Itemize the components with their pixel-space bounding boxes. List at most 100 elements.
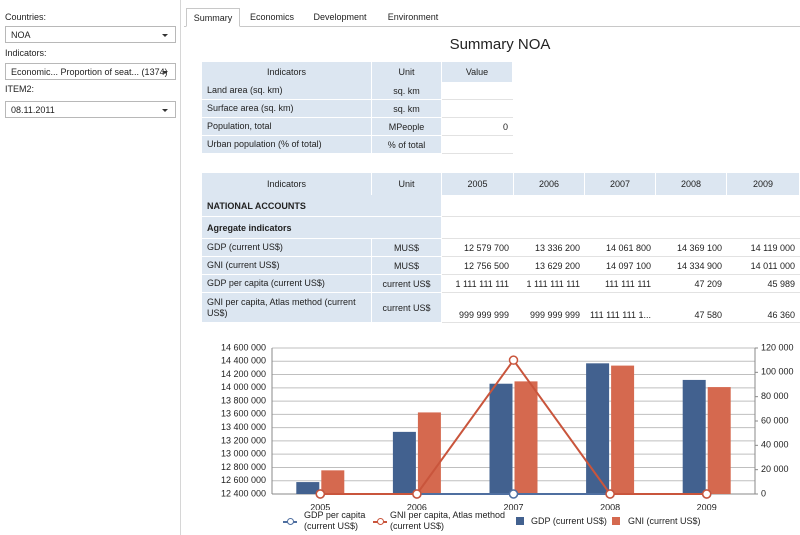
row-label: Urban population (% of total) (202, 136, 372, 154)
cell-value (442, 136, 513, 154)
bar (296, 482, 320, 494)
line-marker (605, 489, 615, 499)
legend-marker (377, 518, 384, 525)
cell-value: 47 580 (656, 293, 727, 323)
row-unit: sq. km (372, 82, 442, 100)
y2-tick-label: 40 000 (761, 440, 789, 450)
cell-value (442, 82, 513, 100)
x-tick-label: 2007 (503, 502, 523, 510)
cell-value (442, 100, 513, 118)
y-tick-label: 14 600 000 (221, 342, 266, 352)
row-unit: sq. km (372, 100, 442, 118)
legend-swatch (612, 517, 620, 525)
row-label: GDP per capita (current US$) (202, 275, 372, 293)
line-marker (508, 489, 519, 499)
bar (682, 379, 706, 494)
row-unit: MUS$ (372, 257, 442, 275)
y-tick-label: 13 400 000 (221, 422, 266, 432)
line-marker (412, 489, 422, 499)
cell-value: 111 111 111 1... (585, 293, 656, 323)
bar (321, 470, 345, 494)
y-tick-label: 12 400 000 (221, 488, 266, 498)
legend-label: GDP (current US$) (531, 516, 607, 526)
line-marker (315, 489, 326, 499)
row-label: GNI per capita, Atlas method (current US… (202, 293, 372, 323)
cell-value: 14 119 000 (727, 239, 800, 257)
filter-dropdown[interactable]: 08.11.2011 (5, 101, 176, 118)
column-header: Unit (372, 173, 442, 195)
column-header: Indicators (202, 62, 372, 82)
bar (514, 381, 538, 494)
y2-tick-label: 60 000 (761, 415, 789, 425)
filter-dropdown[interactable]: Economic... Proportion of seat... (1374) (5, 63, 176, 80)
cell-value: 14 369 100 (656, 239, 727, 257)
y2-tick-label: 120 000 (761, 342, 794, 352)
row-unit: MUS$ (372, 239, 442, 257)
tab-baseline (184, 26, 800, 27)
filter-label: ITEM2: (5, 84, 35, 94)
section-row-empty (442, 217, 800, 239)
legend-swatch (516, 517, 524, 525)
y2-tick-label: 100 000 (761, 367, 794, 377)
column-header: 2005 (442, 173, 514, 195)
x-tick-label: 2006 (407, 502, 427, 510)
row-label: Surface area (sq. km) (202, 100, 372, 118)
x-tick-label: 2005 (310, 502, 330, 510)
filter-label: Indicators: (5, 48, 47, 58)
row-unit: current US$ (372, 275, 442, 293)
x-tick-label: 2009 (697, 502, 717, 510)
bar (586, 363, 610, 494)
cell-value: 47 209 (656, 275, 727, 293)
y-tick-label: 12 800 000 (221, 462, 266, 472)
tab[interactable]: Economics (249, 12, 294, 22)
legend-marker (287, 518, 294, 525)
row-unit: current US$ (372, 293, 442, 323)
y2-tick-label: 0 (761, 488, 766, 498)
legend-label: GNI (current US$) (628, 516, 701, 526)
cell-value: 45 989 (727, 275, 800, 293)
cell-value: 13 336 200 (514, 239, 585, 257)
y-tick-label: 13 800 000 (221, 395, 266, 405)
cell-value: 12 756 500 (442, 257, 514, 275)
sidebar-divider (180, 0, 181, 535)
page-title: Summary NOA (449, 36, 551, 53)
row-label: Population, total (202, 118, 372, 136)
bar (417, 412, 441, 494)
bar (392, 431, 416, 494)
cell-value: 14 061 800 (585, 239, 656, 257)
cell-value: 999 999 999 (442, 293, 514, 323)
cell-value: 0 (442, 118, 513, 136)
section-row-empty (442, 195, 800, 217)
y-tick-label: 13 200 000 (221, 435, 266, 445)
filter-label: Countries: (5, 12, 47, 22)
column-header: 2007 (585, 173, 656, 195)
section-row: NATIONAL ACCOUNTS (202, 195, 442, 217)
column-header: 2009 (727, 173, 800, 195)
tab[interactable]: Summary (186, 8, 240, 27)
cell-value: 999 999 999 (514, 293, 585, 323)
bar (707, 387, 731, 494)
tab[interactable]: Environment (387, 12, 439, 22)
column-header: Indicators (202, 173, 372, 195)
cell-value: 1 111 111 111 (442, 275, 514, 293)
chart: 12 400 000 12 600 000 12 800 000 13 000 000… (221, 342, 794, 510)
y-tick-label: 13 000 000 (221, 449, 266, 459)
column-header: 2006 (514, 173, 585, 195)
cell-value: 1 111 111 111 (514, 275, 585, 293)
row-label: GNI (current US$) (202, 257, 372, 275)
row-unit: % of total (372, 136, 442, 154)
y-tick-label: 13 600 000 (221, 409, 266, 419)
line (320, 358, 707, 495)
tab[interactable]: Development (313, 12, 367, 22)
cell-value: 111 111 111 (585, 275, 656, 293)
column-header: 2008 (656, 173, 727, 195)
filter-dropdown[interactable]: NOA (5, 26, 176, 43)
y-tick-label: 12 600 000 (221, 475, 266, 485)
bar (489, 383, 513, 494)
x-tick-label: 2008 (600, 502, 620, 510)
line-marker (701, 489, 712, 499)
legend-label: GDP per capita (current US$) (304, 510, 366, 531)
cell-value: 14 334 900 (656, 257, 727, 275)
y-tick-label: 14 400 000 (221, 356, 266, 366)
